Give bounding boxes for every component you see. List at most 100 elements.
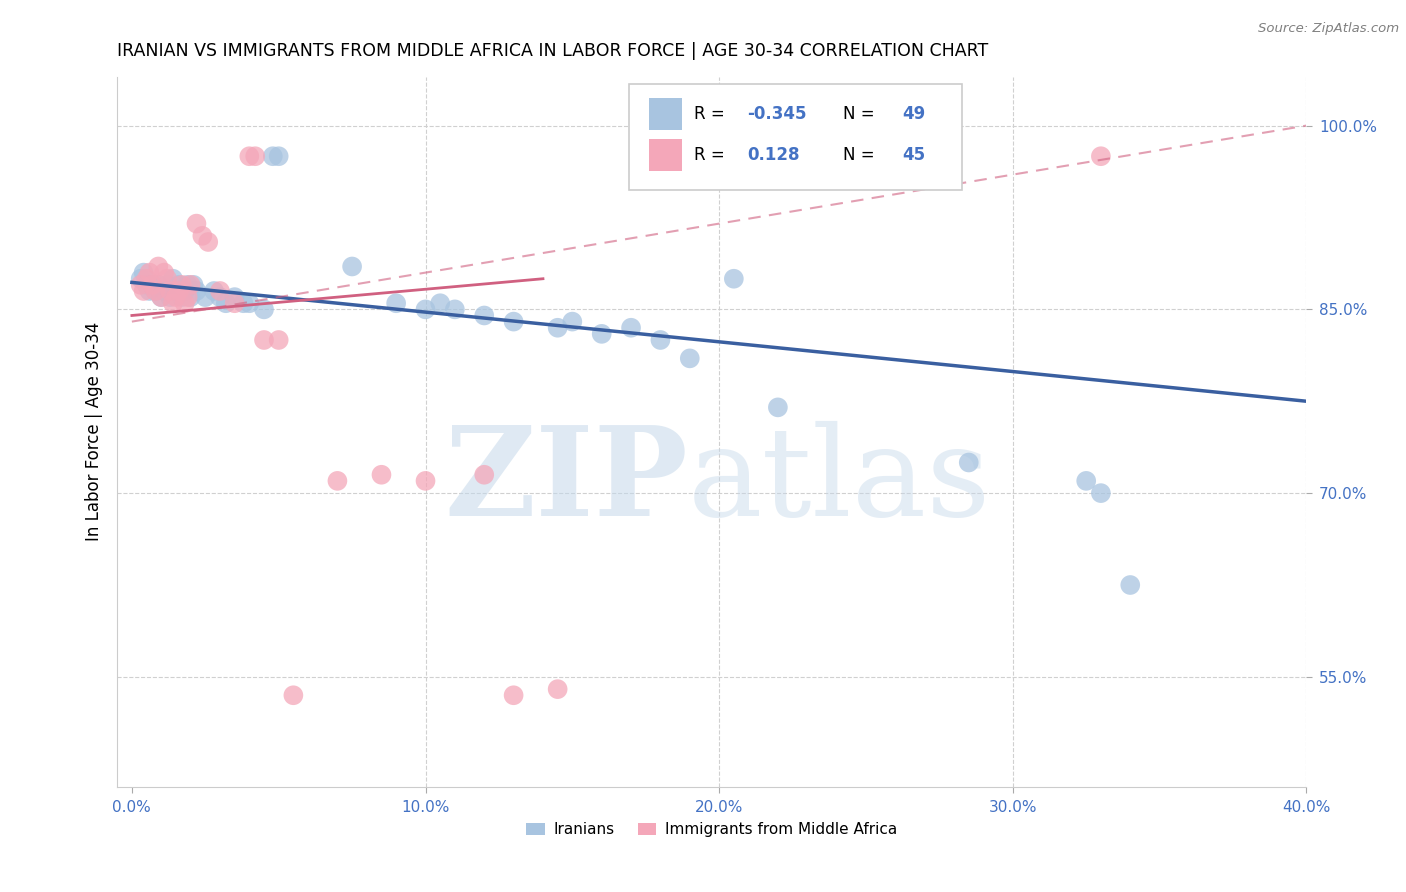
Text: N =: N = (842, 105, 880, 123)
Point (135, 277, 157, 292)
Y-axis label: In Labor Force | Age 30-34: In Labor Force | Age 30-34 (86, 322, 103, 541)
Text: atlas: atlas (688, 421, 991, 542)
Point (129, 271, 152, 285)
Point (502, 688, 524, 702)
Point (238, 296, 260, 310)
Text: 45: 45 (903, 145, 925, 164)
Point (679, 351, 702, 366)
Point (267, 149, 290, 163)
Point (215, 296, 238, 310)
FancyBboxPatch shape (648, 139, 682, 170)
Point (385, 296, 408, 310)
Point (547, 320, 569, 334)
Point (148, 277, 170, 292)
Point (415, 302, 437, 317)
Point (429, 296, 451, 310)
Point (176, 290, 198, 304)
Point (340, 260, 363, 274)
Point (159, 290, 181, 304)
Text: -0.345: -0.345 (748, 105, 807, 123)
Point (153, 284, 176, 298)
Point (650, 333, 672, 347)
Point (156, 277, 179, 292)
Text: IRANIAN VS IMMIGRANTS FROM MIDDLE AFRICA IN LABOR FORCE | AGE 30-34 CORRELATION : IRANIAN VS IMMIGRANTS FROM MIDDLE AFRICA… (117, 42, 988, 60)
Point (262, 149, 284, 163)
FancyBboxPatch shape (648, 98, 682, 130)
Point (194, 290, 217, 304)
Text: N =: N = (842, 145, 880, 164)
Point (143, 284, 166, 298)
Point (202, 284, 225, 298)
Point (766, 401, 789, 415)
Point (370, 467, 392, 482)
Point (591, 326, 613, 341)
Point (165, 290, 187, 304)
Point (245, 149, 267, 163)
Point (1076, 474, 1098, 488)
Point (197, 235, 219, 249)
Point (253, 302, 276, 317)
Point (186, 284, 208, 298)
Point (191, 228, 214, 243)
Point (186, 217, 208, 231)
Text: 49: 49 (903, 105, 925, 123)
Point (415, 474, 437, 488)
Point (129, 277, 152, 292)
Legend: Iranians, Immigrants from Middle Africa: Iranians, Immigrants from Middle Africa (520, 816, 904, 844)
Point (135, 271, 157, 285)
Point (165, 284, 187, 298)
Point (148, 260, 170, 274)
Point (180, 290, 202, 304)
Point (167, 277, 190, 292)
Point (1090, 486, 1112, 500)
Point (153, 266, 176, 280)
Point (1090, 149, 1112, 163)
Point (170, 290, 193, 304)
Point (547, 682, 569, 697)
Point (176, 277, 198, 292)
Point (232, 296, 254, 310)
Point (173, 284, 195, 298)
Point (132, 284, 155, 298)
Point (159, 284, 181, 298)
Point (267, 333, 290, 347)
Point (472, 309, 495, 323)
Point (444, 302, 467, 317)
Point (138, 266, 160, 280)
Text: Source: ZipAtlas.com: Source: ZipAtlas.com (1258, 22, 1399, 36)
Point (561, 315, 583, 329)
Point (208, 290, 231, 304)
Point (283, 688, 305, 702)
Point (1119, 578, 1142, 592)
Point (723, 271, 745, 285)
Point (156, 271, 179, 285)
Text: R =: R = (695, 105, 730, 123)
Point (224, 290, 246, 304)
Point (957, 455, 980, 469)
Point (253, 333, 276, 347)
Text: 0.128: 0.128 (748, 145, 800, 164)
Point (180, 277, 202, 292)
Point (502, 315, 524, 329)
Point (472, 467, 495, 482)
Text: R =: R = (695, 145, 735, 164)
Point (141, 277, 163, 292)
Point (208, 284, 231, 298)
Point (162, 271, 184, 285)
Point (138, 284, 160, 298)
Point (183, 277, 205, 292)
Point (238, 149, 260, 163)
Text: ZIP: ZIP (444, 421, 688, 542)
Point (150, 290, 173, 304)
Point (162, 296, 184, 310)
Point (150, 290, 173, 304)
Point (132, 266, 155, 280)
Point (141, 277, 163, 292)
Point (143, 284, 166, 298)
Point (224, 296, 246, 310)
Point (326, 474, 349, 488)
FancyBboxPatch shape (628, 84, 962, 190)
Point (170, 277, 193, 292)
Point (167, 284, 190, 298)
Point (173, 296, 195, 310)
